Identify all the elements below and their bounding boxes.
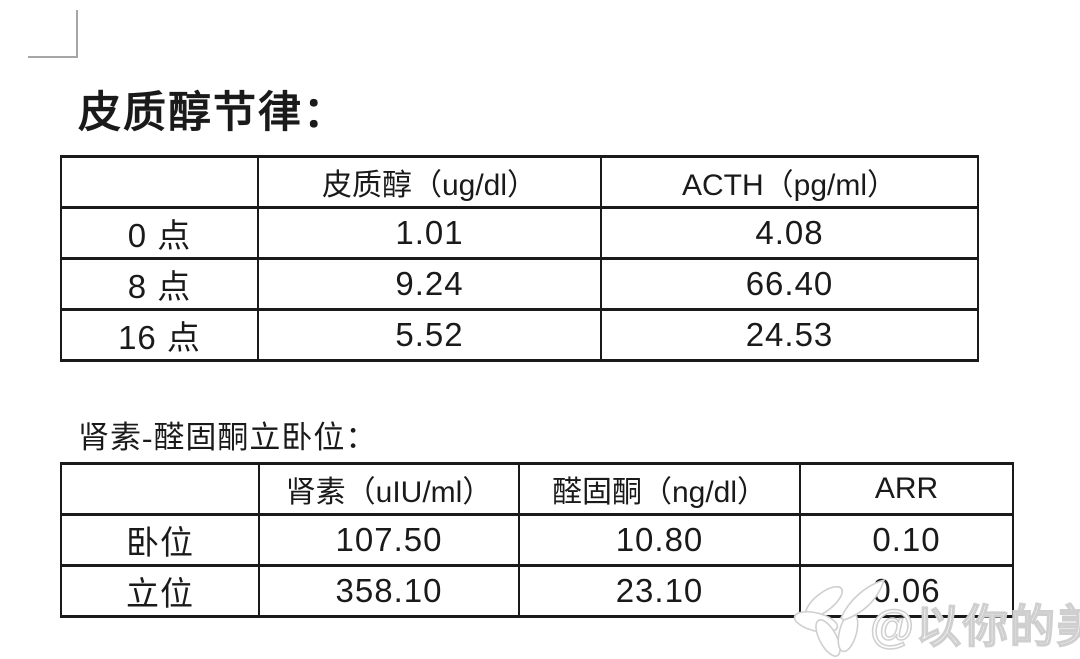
page-title: 皮质醇节律：	[78, 90, 348, 137]
value-cell: 24.53	[600, 308, 979, 362]
section-title: 肾素-醛固酮立卧位：	[78, 420, 378, 455]
value-cell: 10.80	[518, 513, 801, 567]
value-cell: 1.01	[257, 206, 602, 260]
value-cell: 9.24	[257, 257, 602, 311]
value-cell: 358.10	[258, 564, 520, 618]
header-cell-cortisol: 皮质醇（ug/dl）	[257, 155, 602, 209]
header-cell-empty	[60, 462, 260, 516]
cortisol-rhythm-table: 皮质醇（ug/dl） ACTH（pg/ml） 0 点 1.01 4.08 8 点…	[60, 155, 979, 362]
value-cell: 23.10	[518, 564, 801, 618]
table-header-row: 皮质醇（ug/dl） ACTH（pg/ml）	[60, 155, 979, 209]
header-cell-arr: ARR	[799, 462, 1014, 516]
value-cell: 5.52	[257, 308, 602, 362]
table-row: 立位 358.10 23.10 0.06	[60, 564, 1014, 618]
renin-aldosterone-table: 肾素（uIU/ml） 醛固酮（ng/dl） ARR 卧位 107.50 10.8…	[60, 462, 1014, 618]
page-margin-corner-mark	[28, 10, 78, 58]
value-cell: 4.08	[600, 206, 979, 260]
row-label: 立位	[60, 564, 260, 618]
row-label: 0 点	[60, 206, 259, 260]
header-cell-acth: ACTH（pg/ml）	[600, 155, 979, 209]
watermark-text: @以你的美	[869, 600, 1080, 653]
row-label: 卧位	[60, 513, 260, 567]
table-header-row: 肾素（uIU/ml） 醛固酮（ng/dl） ARR	[60, 462, 1014, 516]
table-row: 卧位 107.50 10.80 0.10	[60, 513, 1014, 567]
header-cell-renin: 肾素（uIU/ml）	[258, 462, 520, 516]
flower-icon	[793, 578, 886, 657]
row-label: 16 点	[60, 308, 259, 362]
header-cell-aldosterone: 醛固酮（ng/dl）	[518, 462, 801, 516]
row-label: 8 点	[60, 257, 259, 311]
watermark: @以你的美	[786, 572, 1080, 659]
header-cell-empty	[60, 155, 259, 209]
table-row: 8 点 9.24 66.40	[60, 257, 979, 311]
value-cell: 0.10	[799, 513, 1014, 567]
value-cell: 66.40	[600, 257, 979, 311]
table-row: 16 点 5.52 24.53	[60, 308, 979, 362]
table-row: 0 点 1.01 4.08	[60, 206, 979, 260]
value-cell: 107.50	[258, 513, 520, 567]
